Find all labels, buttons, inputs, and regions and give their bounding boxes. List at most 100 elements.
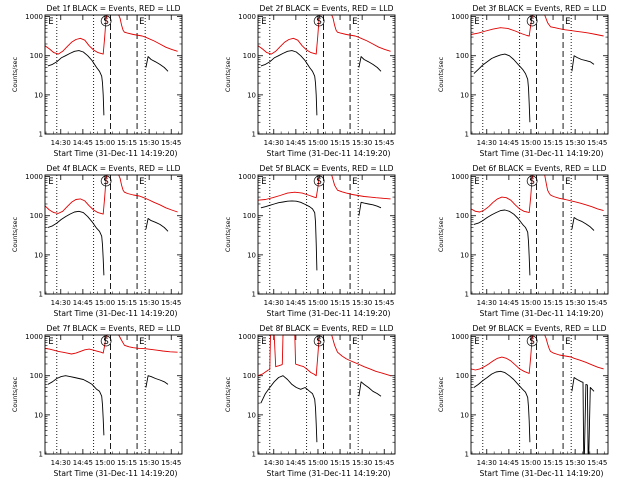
lld-series-line — [470, 174, 535, 214]
y-tick-label: 100 — [456, 212, 469, 220]
chart-panel-3: Det 3f BLACK = Events, RED = LLD Counts/s… — [437, 4, 609, 158]
chart-panel-1: Det 1f BLACK = Events, RED = LLD Counts/s… — [11, 4, 183, 158]
x-tick-label: 15:15 — [330, 459, 350, 467]
plot-frame — [44, 174, 183, 295]
x-tick-label: 15:30 — [565, 299, 585, 307]
chart-title: Det 2f BLACK = Events, RED = LLD — [260, 4, 394, 13]
chart-panel-9: Det 9f BLACK = Events, RED = LLD Counts/s… — [437, 324, 609, 478]
y-tick-label: 10 — [34, 91, 43, 99]
x-tick-label: 15:15 — [117, 139, 137, 147]
y-tick-label: 100 — [30, 212, 43, 220]
x-tick-label: 15:15 — [117, 459, 137, 467]
chart-title: Det 3f BLACK = Events, RED = LLD — [473, 4, 607, 13]
saa-marker-circle — [313, 15, 325, 27]
x-tick-label: 15:15 — [543, 139, 563, 147]
y-tick-label: 1 — [39, 451, 43, 459]
lld-series-line — [544, 334, 604, 370]
x-tick-label: 15:00 — [308, 299, 328, 307]
lld-series-line — [470, 334, 535, 374]
y-tick-label: 1 — [39, 131, 43, 139]
x-tick-label: 15:15 — [330, 299, 350, 307]
x-tick-label: 15:30 — [139, 299, 159, 307]
y-axis-label: Counts/sec — [437, 216, 445, 252]
chart-title: Det 6f BLACK = Events, RED = LLD — [473, 164, 607, 173]
chart-panel-6: Det 6f BLACK = Events, RED = LLD Counts/s… — [437, 164, 609, 318]
y-tick-label: 1 — [252, 291, 256, 299]
y-axis-label: Counts/sec — [224, 56, 232, 92]
chart-title: Det 8f BLACK = Events, RED = LLD — [260, 324, 394, 333]
x-tick-label: 14:45 — [73, 139, 93, 147]
plot-frame — [44, 14, 183, 135]
x-tick-label: 15:15 — [543, 459, 563, 467]
x-axis-label: Start Time (31-Dec-11 14:19:20) — [480, 309, 604, 318]
x-axis-label: Start Time (31-Dec-11 14:19:20) — [267, 149, 391, 158]
chart-panel-8: Det 8f BLACK = Events, RED = LLD Counts/s… — [224, 324, 396, 478]
x-tick-label: 14:45 — [499, 299, 519, 307]
lld-series-line — [257, 334, 322, 377]
x-axis-label: Start Time (31-Dec-11 14:19:20) — [480, 149, 604, 158]
eclipse-marker: E — [261, 177, 266, 187]
chart-title: Det 9f BLACK = Events, RED = LLD — [473, 324, 607, 333]
chart-title: Det 4f BLACK = Events, RED = LLD — [47, 164, 181, 173]
lld-series-line — [44, 14, 109, 55]
lld-series-line — [544, 14, 604, 37]
y-tick-label: 10 — [460, 411, 469, 419]
chart-title: Det 1f BLACK = Events, RED = LLD — [47, 4, 181, 13]
saa-marker-circle — [100, 175, 112, 187]
events-series-line — [260, 50, 318, 116]
x-tick-label: 15:30 — [565, 459, 585, 467]
lld-series-line — [544, 174, 604, 212]
y-tick-label: 10 — [460, 251, 469, 259]
lld-series-line — [257, 14, 322, 55]
y-axis-label: Counts/sec — [11, 56, 19, 92]
x-tick-label: 15:45 — [374, 299, 394, 307]
events-series-line — [47, 210, 105, 276]
x-tick-label: 15:30 — [352, 139, 372, 147]
plot-frame — [44, 334, 183, 455]
x-tick-label: 15:45 — [161, 139, 181, 147]
chart-panel-5: Det 5f BLACK = Events, RED = LLD Counts/s… — [224, 164, 396, 318]
plot-frame — [257, 334, 396, 455]
x-tick-label: 15:00 — [308, 459, 328, 467]
events-series-line — [473, 53, 531, 123]
y-tick-label: 1000 — [25, 173, 43, 181]
y-axis-label: Counts/sec — [11, 376, 19, 412]
chart-title: Det 7f BLACK = Events, RED = LLD — [47, 324, 181, 333]
x-tick-label: 14:30 — [51, 139, 71, 147]
eclipse-marker: E — [352, 337, 357, 347]
saa-marker-circle — [100, 335, 112, 347]
y-tick-label: 1000 — [238, 173, 256, 181]
x-tick-label: 14:30 — [51, 459, 71, 467]
eclipse-marker: E — [352, 17, 357, 27]
saa-marker-circle — [313, 175, 325, 187]
events-series-line — [473, 209, 531, 276]
saa-marker-circle — [526, 175, 538, 187]
x-tick-label: 15:45 — [161, 459, 181, 467]
x-tick-label: 14:45 — [73, 459, 93, 467]
events-series-line — [358, 201, 382, 216]
chart-panel-7: Det 7f BLACK = Events, RED = LLD Counts/s… — [11, 324, 183, 478]
x-tick-label: 15:45 — [587, 459, 607, 467]
lld-series-line — [118, 334, 178, 353]
x-tick-label: 15:30 — [139, 459, 159, 467]
events-series-line — [145, 56, 169, 72]
x-tick-label: 15:30 — [139, 139, 159, 147]
x-tick-label: 15:45 — [587, 299, 607, 307]
x-tick-label: 15:15 — [330, 139, 350, 147]
x-tick-label: 15:00 — [521, 139, 541, 147]
eclipse-marker: E — [352, 177, 357, 187]
x-tick-label: 15:45 — [161, 299, 181, 307]
saa-start-marker: S — [103, 337, 108, 347]
x-tick-label: 15:15 — [117, 299, 137, 307]
y-axis-label: Counts/sec — [224, 376, 232, 412]
eclipse-marker: E — [474, 337, 479, 347]
eclipse-marker: E — [48, 337, 53, 347]
y-tick-label: 1000 — [451, 333, 469, 341]
saa-marker-circle — [100, 15, 112, 27]
events-series-line — [260, 200, 318, 271]
x-tick-label: 15:30 — [352, 459, 372, 467]
y-tick-label: 1000 — [451, 13, 469, 21]
saa-start-marker: S — [316, 17, 321, 27]
x-axis-label: Start Time (31-Dec-11 14:19:20) — [54, 309, 178, 318]
eclipse-marker: E — [48, 177, 53, 187]
